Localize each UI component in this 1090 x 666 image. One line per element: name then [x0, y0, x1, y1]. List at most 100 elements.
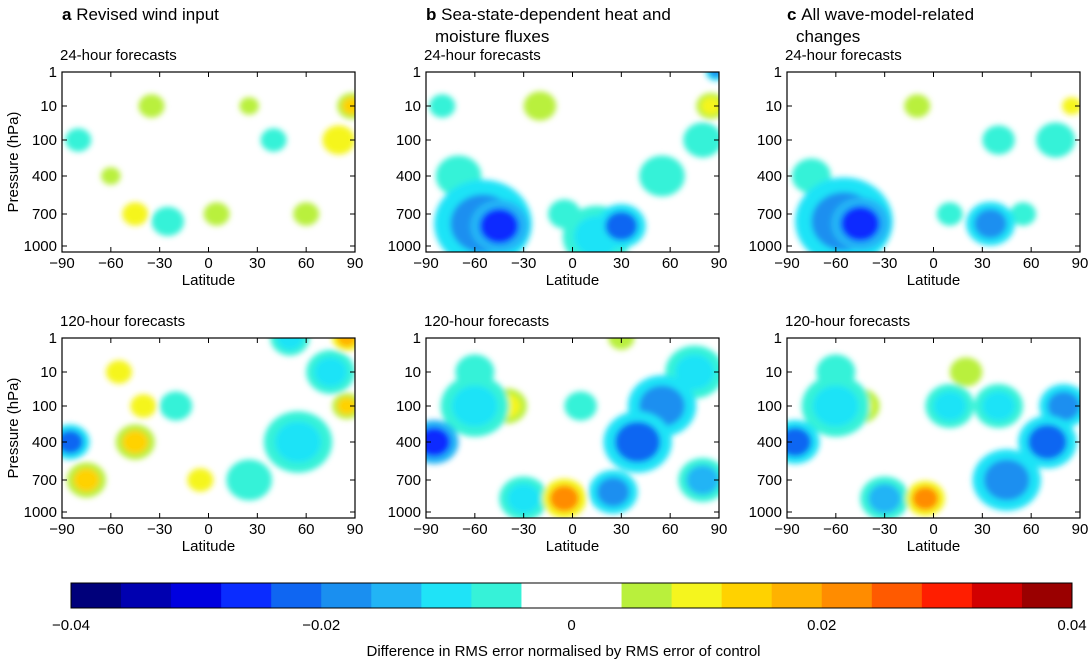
colorbar-swatch: [621, 583, 673, 608]
x-tick-label: −60: [462, 255, 487, 272]
x-tick-label: 0: [568, 521, 576, 538]
x-axis-label: Latitude: [907, 272, 960, 289]
contour-blob: [614, 421, 661, 463]
contour-blob: [639, 155, 685, 197]
contour-blob: [983, 459, 1030, 501]
contour-blob: [813, 385, 859, 427]
x-tick-label: 60: [1023, 521, 1040, 538]
contour-blob: [73, 468, 100, 492]
colorbar-swatch: [371, 583, 422, 608]
colorbar-swatch: [271, 583, 322, 608]
x-tick-label: 0: [568, 255, 576, 272]
column-title-line2-c: changes: [796, 27, 860, 46]
colorbar-swatch: [821, 583, 873, 608]
contour-blob: [187, 468, 214, 492]
x-tick-label: 60: [662, 255, 679, 272]
x-tick-label: −90: [413, 255, 438, 272]
x-tick-label: 60: [1023, 255, 1040, 272]
contour-blob: [293, 202, 320, 226]
colorbar-swatch: [921, 583, 973, 608]
x-tick-label: −30: [511, 521, 536, 538]
contour-field: [787, 72, 1080, 252]
contour-field: [62, 72, 355, 252]
colorbar-frame: [70, 582, 1073, 609]
contour-blob: [337, 338, 355, 347]
x-tick-label: −60: [823, 255, 848, 272]
contour-field: [426, 72, 719, 252]
y-tick-label: 1: [774, 330, 782, 347]
y-tick-label: 1000: [24, 504, 57, 521]
y-tick-label: 400: [396, 434, 421, 451]
x-tick-label: 90: [1072, 521, 1089, 538]
panel-background: [62, 72, 355, 252]
x-tick-label: 90: [347, 255, 364, 272]
x-tick-label: 60: [298, 521, 315, 538]
contour-blob: [683, 122, 719, 158]
colorbar-tick-label: −0.02: [302, 617, 340, 634]
y-tick-label: 700: [396, 206, 421, 223]
contour-blob: [1062, 97, 1080, 115]
contour-blob: [933, 391, 967, 421]
y-tick-label: 1: [413, 330, 421, 347]
x-tick-label: 90: [1072, 255, 1089, 272]
panel-subtitle: 24-hour forecasts: [785, 47, 902, 64]
panel-subtitle: 120-hour forecasts: [424, 313, 549, 330]
colorbar-swatch: [1021, 583, 1073, 608]
contour-blob: [564, 391, 597, 421]
x-tick-label: −90: [49, 521, 74, 538]
y-tick-label: 10: [765, 364, 782, 381]
y-tick-label: 100: [396, 398, 421, 415]
x-tick-label: −30: [872, 255, 897, 272]
colorbar-swatch: [871, 583, 923, 608]
y-tick-label: 1000: [388, 238, 421, 255]
column-title-b: b Sea-state-dependent heat and: [426, 5, 671, 24]
x-tick-label: −30: [147, 255, 172, 272]
contour-field: [787, 338, 1080, 518]
colorbar-tick-label: −0.04: [52, 617, 90, 634]
y-tick-label: 700: [757, 206, 782, 223]
contour-blob: [596, 477, 630, 507]
contour-field: [426, 338, 719, 518]
colorbar-swatch: [771, 583, 823, 608]
x-tick-label: −90: [49, 255, 74, 272]
y-axis-label: Pressure (hPa): [5, 112, 22, 213]
x-tick-label: 90: [711, 521, 728, 538]
x-tick-label: 30: [974, 255, 991, 272]
contour-blob: [426, 427, 451, 457]
contour-blob: [1036, 122, 1076, 158]
x-tick-label: −30: [147, 521, 172, 538]
y-tick-label: 1: [774, 64, 782, 81]
contour-blob: [523, 91, 557, 121]
contour-blob: [151, 206, 185, 237]
contour-blob: [101, 167, 121, 185]
x-tick-label: 30: [249, 521, 266, 538]
y-tick-label: 10: [765, 98, 782, 115]
x-tick-label: 0: [204, 255, 212, 272]
y-tick-label: 1000: [749, 504, 782, 521]
colorbar-swatch: [521, 583, 572, 608]
y-tick-label: 700: [32, 206, 57, 223]
contour-blob: [1010, 202, 1037, 226]
column-title-a: a Revised wind input: [62, 5, 219, 24]
contour-blob: [608, 338, 635, 350]
x-tick-label: 30: [613, 255, 630, 272]
contour-blob: [122, 202, 149, 226]
contour-blob: [479, 208, 519, 244]
y-tick-label: 400: [396, 168, 421, 185]
colorbar-swatch: [221, 583, 272, 608]
colorbar-label: Difference in RMS error normalised by RM…: [366, 643, 760, 660]
x-tick-label: 30: [974, 521, 991, 538]
colorbar: −0.04 −0.02 0 0.02 0.04 Difference in RMS err…: [52, 582, 1087, 660]
contour-blob: [105, 360, 132, 384]
panel-letter: c: [787, 5, 801, 24]
y-tick-label: 1: [49, 330, 57, 347]
x-axis-label: Latitude: [182, 272, 235, 289]
contour-blob: [507, 483, 540, 514]
colorbar-swatch: [171, 583, 222, 608]
contour-blob: [787, 427, 812, 457]
x-axis-label: Latitude: [546, 272, 599, 289]
y-tick-label: 400: [757, 434, 782, 451]
x-tick-label: −30: [511, 255, 536, 272]
contour-blob: [912, 486, 939, 511]
